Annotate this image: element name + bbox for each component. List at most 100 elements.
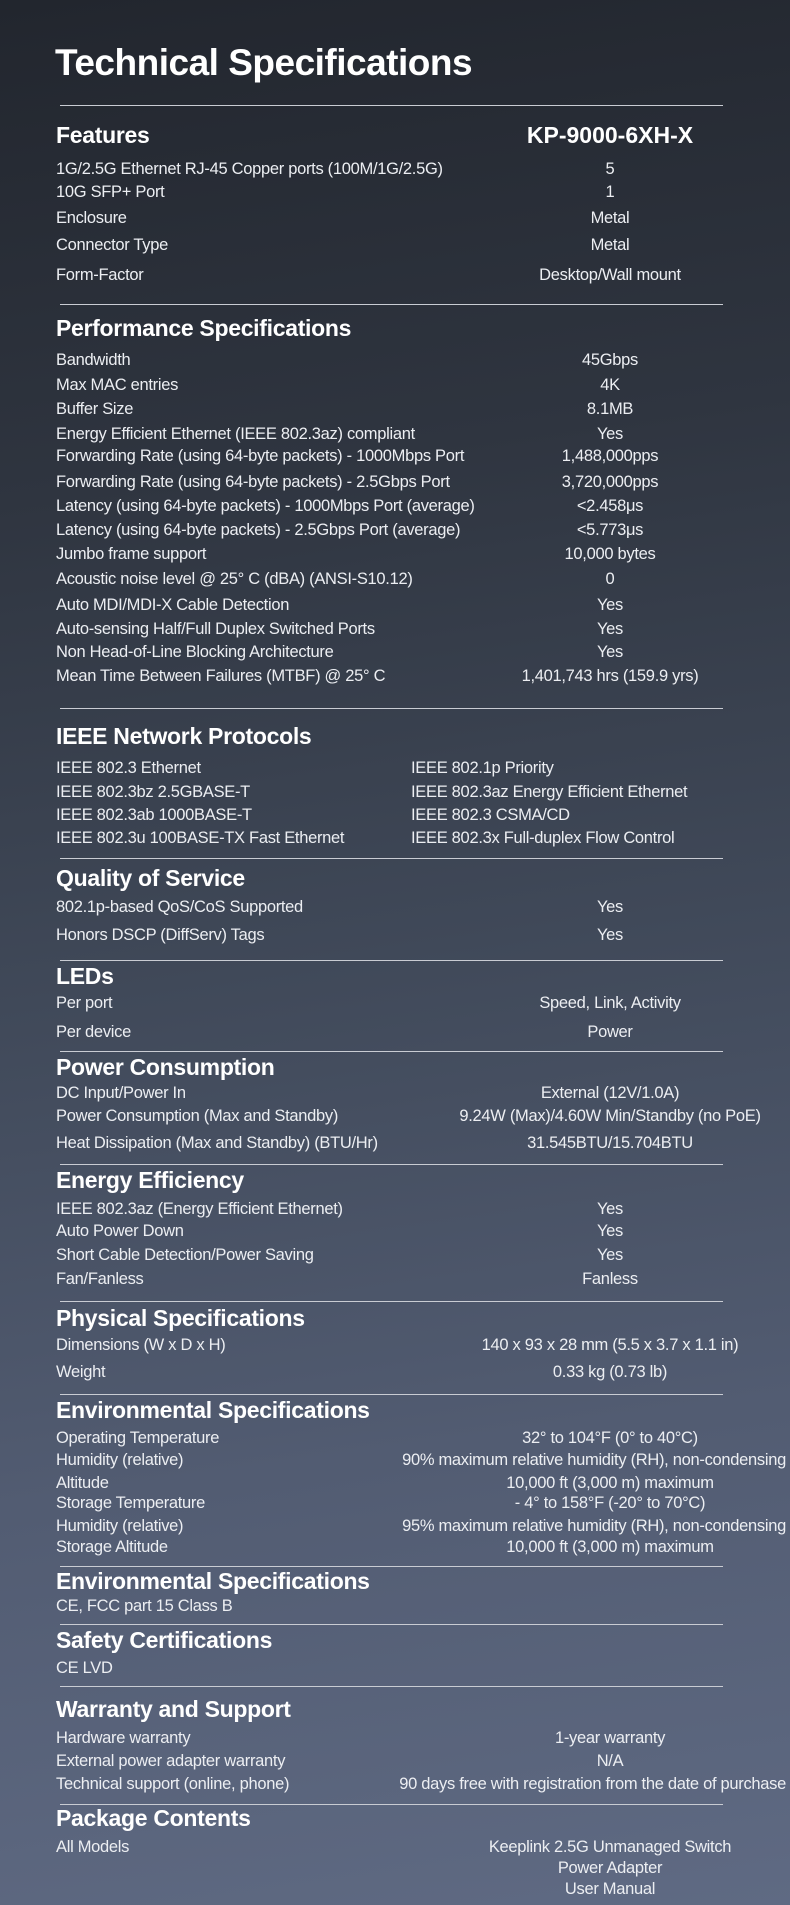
spec-value: 4K <box>600 376 620 394</box>
spec-value: 10,000 bytes <box>564 545 656 563</box>
spec-row: 10G SFP+ Port 1 <box>0 183 790 205</box>
divider <box>60 858 723 859</box>
spec-label: Operating Temperature <box>56 1429 220 1447</box>
spec-label: Acoustic noise level @ 25° C (dBA) (ANSI… <box>56 570 413 588</box>
protocol-item: IEEE 802.3bz 2.5GBASE-T <box>56 783 250 801</box>
spec-label: Mean Time Between Failures (MTBF) @ 25° … <box>56 667 386 685</box>
spec-value: Metal <box>590 209 630 227</box>
spec-label: Connector Type <box>56 236 168 254</box>
spec-value: 10,000 ft (3,000 m) maximum <box>506 1474 714 1492</box>
spec-row: IEEE 802.3bz 2.5GBASE-T IEEE 802.3az Ener… <box>0 783 790 805</box>
spec-row: External power adapter warranty N/A <box>0 1752 790 1774</box>
spec-value: Yes <box>596 926 624 944</box>
spec-label: IEEE 802.3az (Energy Efficient Ethernet) <box>56 1200 343 1218</box>
spec-row: Per device Power <box>0 1023 790 1045</box>
spec-value: Keeplink 2.5G Unmanaged Switch <box>488 1838 732 1856</box>
spec-row: Latency (using 64-byte packets) - 2.5Gbp… <box>0 521 790 543</box>
page-title: Technical Specifications <box>55 42 473 83</box>
spec-value: 1,401,743 hrs (159.9 yrs) <box>521 667 699 685</box>
spec-value: Yes <box>596 1200 624 1218</box>
spec-label: Form-Factor <box>56 266 144 284</box>
spec-row: Per port Speed, Link, Activity <box>0 994 790 1016</box>
spec-label: Power Consumption (Max and Standby) <box>56 1107 339 1125</box>
divider <box>60 304 723 305</box>
spec-row: 1G/2.5G Ethernet RJ-45 Copper ports (100… <box>0 160 790 182</box>
spec-label: CE, FCC part 15 Class B <box>56 1597 233 1615</box>
spec-label: Hardware warranty <box>56 1729 191 1747</box>
spec-label: Forwarding Rate (using 64-byte packets) … <box>56 447 465 465</box>
protocol-item: IEEE 802.1p Priority <box>411 759 554 777</box>
protocol-item: IEEE 802.3 CSMA/CD <box>411 806 570 824</box>
spec-value: Speed, Link, Activity <box>539 994 681 1012</box>
spec-row: DC Input/Power In External (12V/1.0A) <box>0 1084 790 1106</box>
divider <box>60 105 723 106</box>
protocol-item: IEEE 802.3x Full-duplex Flow Control <box>411 829 675 847</box>
spec-row: Short Cable Detection/Power Saving Yes <box>0 1246 790 1268</box>
divider <box>60 1804 723 1805</box>
protocol-item: IEEE 802.3u 100BASE-TX Fast Ethernet <box>56 829 345 847</box>
spec-value: 90% maximum relative humidity (RH), non-… <box>402 1451 786 1469</box>
spec-row: CE LVD <box>0 1659 790 1681</box>
section-heading: Safety Certifications <box>56 1627 273 1653</box>
spec-label: Enclosure <box>56 209 127 227</box>
spec-row: Buffer Size 8.1MB <box>0 400 790 422</box>
spec-value: 5 <box>605 160 615 178</box>
spec-row: Heat Dissipation (Max and Standby) (BTU/… <box>0 1134 790 1156</box>
spec-label: Storage Altitude <box>56 1538 168 1556</box>
spec-row: Jumbo frame support 10,000 bytes <box>0 545 790 567</box>
spec-row: Hardware warranty 1-year warranty <box>0 1729 790 1751</box>
spec-label: Altitude <box>56 1474 109 1492</box>
spec-label: Heat Dissipation (Max and Standby) (BTU/… <box>56 1134 378 1152</box>
spec-value: Fanless <box>582 1270 638 1288</box>
spec-row: IEEE 802.3 Ethernet IEEE 802.1p Priority <box>0 759 790 781</box>
spec-label: Max MAC entries <box>56 376 179 394</box>
section-heading: Energy Efficiency <box>56 1167 244 1193</box>
section-heading: Environmental Specifications <box>56 1568 370 1594</box>
divider <box>60 1164 723 1165</box>
spec-row: Forwarding Rate (using 64-byte packets) … <box>0 473 790 495</box>
spec-row: All Models Keeplink 2.5G Unmanaged Switch <box>0 1838 790 1860</box>
spec-row: Energy Efficient Ethernet (IEEE 802.3az)… <box>0 425 790 447</box>
spec-row: IEEE 802.3ab 1000BASE-T IEEE 802.3 CSMA/C… <box>0 806 790 828</box>
spec-row: 802.1p-based QoS/CoS Supported Yes <box>0 898 790 920</box>
spec-value: 31.545BTU/15.704BTU <box>527 1134 693 1152</box>
spec-row: User Manual <box>0 1880 790 1902</box>
spec-row: Dimensions (W x D x H) 140 x 93 x 28 mm (… <box>0 1336 790 1358</box>
section-heading: Package Contents <box>56 1805 251 1831</box>
spec-label: All Models <box>56 1838 130 1856</box>
spec-value: 8.1MB <box>586 400 634 418</box>
spec-row: Non Head-of-Line Blocking Architecture Ye… <box>0 643 790 665</box>
protocol-item: IEEE 802.3 Ethernet <box>56 759 201 777</box>
spec-value: 9.24W (Max)/4.60W Min/Standby (no PoE) <box>459 1107 761 1125</box>
section-heading: Warranty and Support <box>56 1696 291 1722</box>
spec-value: 0.33 kg (0.73 lb) <box>552 1363 668 1381</box>
spec-value: Yes <box>596 620 624 638</box>
spec-label: Bandwidth <box>56 351 131 369</box>
spec-row: Storage Temperature - 4° to 158°F (-20° t… <box>0 1494 790 1516</box>
protocol-item: IEEE 802.3az Energy Efficient Ethernet <box>411 783 688 801</box>
spec-row: Altitude 10,000 ft (3,000 m) maximum <box>0 1474 790 1496</box>
spec-label: 1G/2.5G Ethernet RJ-45 Copper ports (100… <box>56 160 443 178</box>
spec-row: Mean Time Between Failures (MTBF) @ 25° … <box>0 667 790 689</box>
spec-row: Latency (using 64-byte packets) - 1000Mb… <box>0 497 790 519</box>
spec-row: CE, FCC part 15 Class B <box>0 1597 790 1619</box>
spec-label: Jumbo frame support <box>56 545 207 563</box>
spec-label: Auto Power Down <box>56 1222 184 1240</box>
spec-row: Max MAC entries 4K <box>0 376 790 398</box>
spec-value: 95% maximum relative humidity (RH), non-… <box>402 1517 786 1535</box>
spec-value: 140 x 93 x 28 mm (5.5 x 3.7 x 1.1 in) <box>481 1336 739 1354</box>
divider <box>60 1301 723 1302</box>
spec-value: 1-year warranty <box>554 1729 666 1747</box>
spec-row: Forwarding Rate (using 64-byte packets) … <box>0 447 790 469</box>
spec-label: Auto MDI/MDI-X Cable Detection <box>56 596 290 614</box>
spec-value: Yes <box>596 1246 624 1264</box>
spec-value: 1,488,000pps <box>561 447 659 465</box>
section-heading: Features <box>56 122 150 148</box>
spec-label: Humidity (relative) <box>56 1451 184 1469</box>
spec-label: 802.1p-based QoS/CoS Supported <box>56 898 303 916</box>
spec-row: Acoustic noise level @ 25° C (dBA) (ANSI… <box>0 570 790 592</box>
spec-value: Yes <box>596 1222 624 1240</box>
section-heading: Performance Specifications <box>56 315 352 341</box>
section-heading: LEDs <box>56 963 114 989</box>
spec-label: Per port <box>56 994 113 1012</box>
